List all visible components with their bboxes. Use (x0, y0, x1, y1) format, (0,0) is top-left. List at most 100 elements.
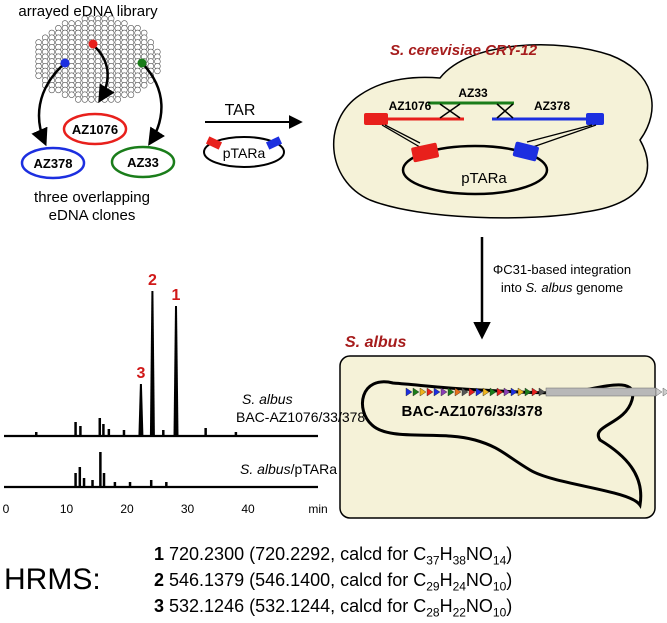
major-peak-1 (173, 306, 179, 436)
hrms-compound-id: 3 (154, 596, 165, 616)
yeast-cell (332, 44, 653, 219)
plate-well (141, 81, 148, 89)
yeast-ptara-label: pTARa (461, 170, 507, 187)
gene-arrow (510, 387, 518, 397)
plate-well (121, 91, 128, 98)
x-tick-label: 20 (120, 502, 134, 516)
library-title: arrayed eDNA library (18, 3, 158, 20)
clones-caption-line1: three overlapping (34, 189, 150, 206)
integration-line2: into S. albus genome (501, 280, 623, 295)
plate-well (74, 96, 82, 103)
bac-gene-cluster (405, 387, 667, 397)
albus-box (339, 355, 656, 519)
gene-cluster-grey-region (545, 387, 657, 397)
clone-oval-az378 (20, 146, 86, 180)
chromatogram-x-axis: 0 10 20 30 40 min (3, 502, 328, 516)
gene-arrow (419, 387, 427, 397)
clone-pick-arrows (31, 44, 165, 147)
gene-arrow (454, 387, 462, 397)
plate-well (127, 91, 135, 98)
hrms-compound-id: 2 (154, 570, 165, 590)
albus-construct-label: BAC-AZ1076/33/378 (402, 403, 543, 420)
gene-arrow (433, 387, 441, 397)
gene-arrow (662, 387, 667, 397)
ptara-small-blue-arm (265, 136, 283, 150)
hrms-entry: 3 532.1246 (532.1244, calcd for C28H22NO… (154, 596, 513, 620)
ptara-small-red-arm (205, 136, 223, 150)
gene-arrow (475, 387, 483, 397)
trace-top-construct: BAC-AZ1076/33/378 (236, 409, 365, 425)
ptara-large-circle (401, 144, 549, 196)
clone-label-az378: AZ378 (33, 156, 72, 171)
gene-arrow (440, 387, 448, 397)
hrms-label: HRMS: (4, 563, 101, 596)
yeast-label-az1076: AZ1076 (389, 99, 432, 113)
yeast-title: S. cerevisiae CRY-12 (390, 42, 538, 59)
gene-arrow (489, 387, 497, 397)
hrms-values: 546.1379 (546.1400, calcd for (164, 570, 414, 590)
trace-top-species: S. albus (242, 391, 293, 407)
gene-arrow (482, 387, 490, 397)
yeast-label-az378: AZ378 (534, 99, 570, 113)
yeast-red-hook (364, 113, 388, 125)
clone-dot-green (137, 58, 147, 68)
x-tick-label: 0 (3, 502, 10, 516)
plate-well (154, 67, 161, 75)
x-tick-label: 40 (241, 502, 255, 516)
gene-arrow (524, 387, 532, 397)
tar-label: TAR (225, 102, 256, 119)
major-peak-2 (149, 291, 155, 436)
hrms-compound-id: 1 (154, 544, 165, 564)
hrms-values: 720.2300 (720.2292, calcd for (164, 544, 414, 564)
gene-arrow (496, 387, 504, 397)
gene-arrow (447, 387, 455, 397)
clone-label-az1076: AZ1076 (72, 122, 118, 137)
x-tick-label: 30 (181, 502, 195, 516)
hrms-values: 532.1246 (532.1244, calcd for (164, 596, 414, 616)
gene-arrow (426, 387, 434, 397)
tar-recombination-diagram (364, 101, 604, 196)
ptara-small-label: pTARa (223, 145, 266, 161)
yeast-label-az33: AZ33 (458, 86, 488, 100)
plate-well (81, 96, 89, 103)
albus-title: S. albus (345, 334, 406, 351)
chromatogram: 3 21 (4, 272, 318, 489)
plate-well (61, 91, 69, 98)
peak-label-2: 2 (148, 272, 157, 289)
gene-arrow (531, 387, 539, 397)
integration-line1: ΦC31-based integration (493, 262, 631, 277)
plate-well (107, 96, 115, 103)
x-unit-label: min (308, 502, 327, 516)
yeast-blue-hook (586, 113, 604, 125)
gene-arrow (538, 387, 546, 397)
clone-oval-az33 (110, 145, 176, 179)
major-peak-3 (138, 384, 144, 436)
peak-label-1: 1 (172, 287, 181, 304)
hrms-entry: 2 546.1379 (546.1400, calcd for C29H24NO… (154, 570, 513, 594)
hrms-entry: 1 720.2300 (720.2292, calcd for C37H38NO… (154, 544, 513, 568)
plate-well (48, 86, 55, 94)
gene-arrow (412, 387, 420, 397)
x-tick-label: 10 (60, 502, 74, 516)
plate-well (55, 86, 62, 94)
gene-arrow (517, 387, 525, 397)
clone-label-az33: AZ33 (127, 155, 159, 170)
plate-well (68, 91, 75, 98)
gene-arrow (468, 387, 476, 397)
gene-arrow (503, 387, 511, 397)
plate-well (35, 72, 42, 79)
plate-well (88, 96, 95, 103)
clones-caption-line2: eDNA clones (49, 207, 136, 224)
plate-well (114, 96, 122, 103)
plate-well (134, 86, 141, 94)
clone-oval-az1076 (62, 112, 128, 146)
clone-dot-red (88, 39, 98, 49)
peak-label-3: 3 (136, 365, 145, 382)
ptara-small-circle (203, 136, 285, 168)
ptara-large-blue-arm (512, 141, 539, 162)
gene-arrow (655, 387, 663, 397)
ptara-large-red-arm (411, 142, 440, 163)
gene-arrow (461, 387, 469, 397)
clone-dot-blue (60, 58, 70, 68)
